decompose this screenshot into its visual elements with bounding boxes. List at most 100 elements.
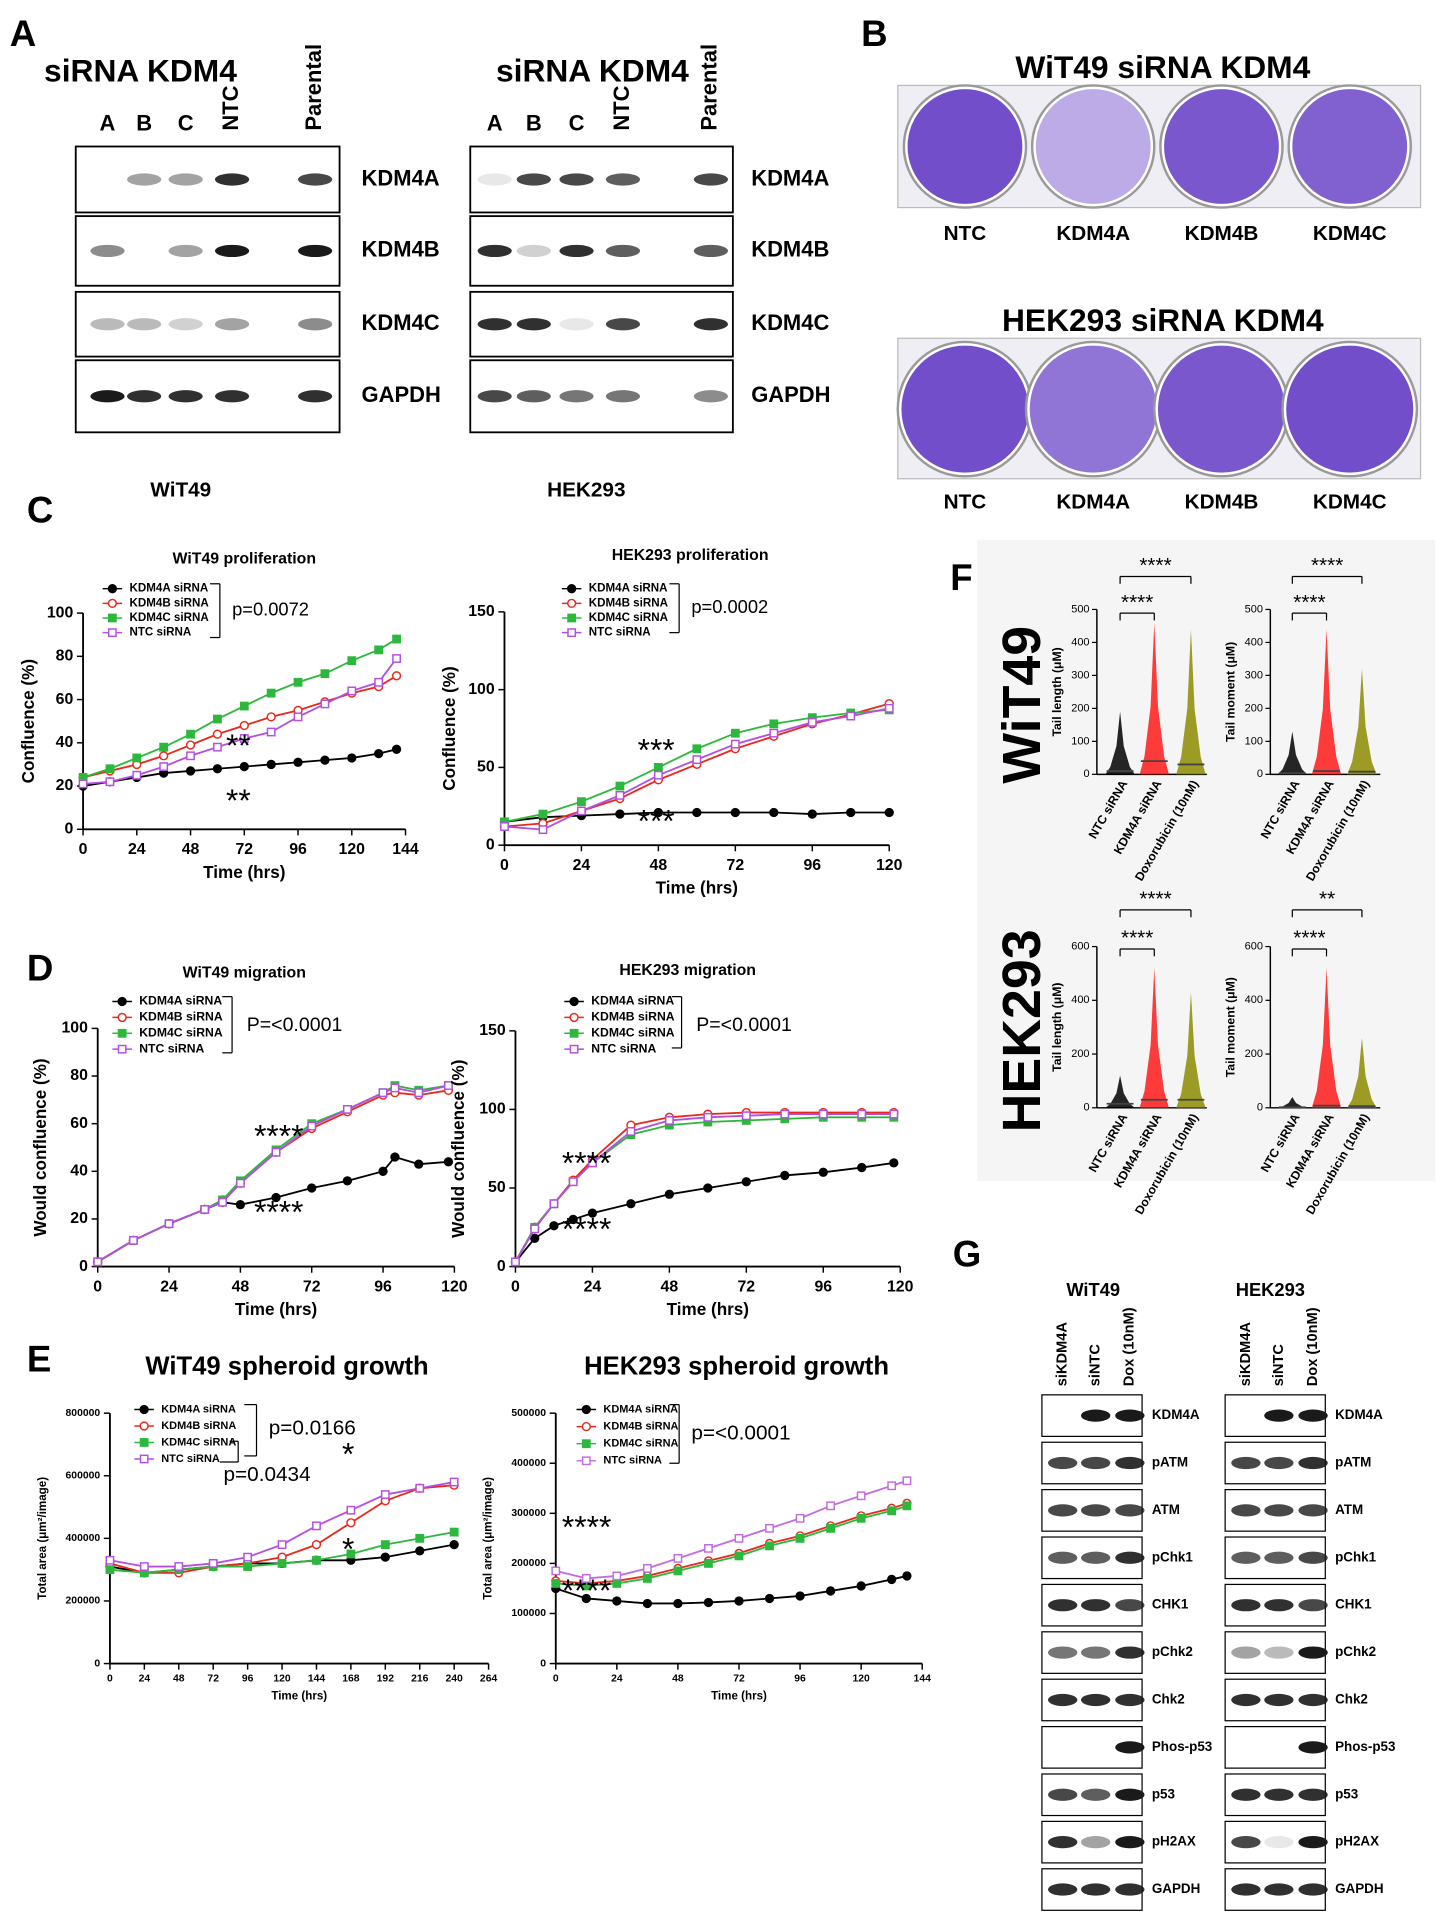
blot-band xyxy=(90,318,125,331)
chart-title: HEK293 proliferation xyxy=(612,547,769,564)
marker xyxy=(320,699,330,709)
x-tick-label: 24 xyxy=(573,857,591,874)
sig-label: **** xyxy=(1121,927,1153,950)
marker xyxy=(392,654,401,663)
annotation: **** xyxy=(254,1193,303,1229)
marker xyxy=(795,1513,805,1523)
blot-band xyxy=(1231,1551,1261,1564)
x-tick-label: 24 xyxy=(611,1674,623,1685)
panel-label: A xyxy=(10,13,36,54)
marker xyxy=(239,734,249,743)
legend-label: NTC siRNA xyxy=(591,1041,656,1055)
blot-box xyxy=(469,359,734,434)
marker xyxy=(443,1157,454,1167)
marker xyxy=(380,1552,390,1562)
y-tick-label: 100 xyxy=(468,681,495,698)
marker xyxy=(346,1549,356,1559)
marker xyxy=(551,1566,561,1576)
annotation: P=<0.0001 xyxy=(696,1014,792,1036)
marker xyxy=(320,669,330,679)
blot-box xyxy=(469,145,734,214)
legend-marker xyxy=(117,1044,127,1054)
y-tick-label: 0 xyxy=(64,820,73,837)
blot-band xyxy=(1048,1883,1078,1896)
row-label: pChk2 xyxy=(1152,1644,1193,1659)
blot-band xyxy=(693,244,728,258)
marker xyxy=(734,1551,744,1561)
y-tick-label: 100000 xyxy=(511,1608,546,1619)
row-label: pH2AX xyxy=(1152,1834,1196,1849)
blot-band xyxy=(1264,1693,1294,1707)
blot-band xyxy=(1264,1599,1294,1612)
row-label: p53 xyxy=(1335,1786,1358,1801)
lane-label: siKDM4A xyxy=(1055,1322,1071,1387)
legend-marker xyxy=(569,996,579,1007)
blot-band xyxy=(1264,1883,1294,1896)
y-tick-label: 100 xyxy=(1071,735,1089,747)
blot-band xyxy=(298,244,333,258)
chart-title: HEK293 spheroid growth xyxy=(584,1353,889,1381)
marker xyxy=(692,744,702,754)
marker xyxy=(212,729,223,739)
lane-label: C xyxy=(178,110,194,135)
marker xyxy=(342,1104,352,1114)
row-label: ATM xyxy=(1335,1502,1363,1517)
legend-label: KDM4A siRNA xyxy=(589,582,668,595)
sig-label: **** xyxy=(1139,888,1171,911)
marker xyxy=(213,714,222,724)
marker xyxy=(653,770,663,780)
marker xyxy=(391,671,402,681)
legend-label: KDM4C siRNA xyxy=(589,611,669,624)
blot-band xyxy=(214,390,250,403)
dot-spread xyxy=(1277,731,1307,775)
annotation: ** xyxy=(226,782,251,818)
blot-band xyxy=(214,244,250,258)
y-tick-label: 200000 xyxy=(511,1558,546,1569)
legend-label: KDM4A siRNA xyxy=(161,1403,236,1415)
legend-marker xyxy=(569,1012,579,1023)
legend-label: KDM4A siRNA xyxy=(129,582,208,595)
marker xyxy=(642,1564,652,1573)
blot-band xyxy=(1048,1693,1078,1707)
marker xyxy=(105,1555,115,1565)
row-label: CHK1 xyxy=(1152,1597,1189,1612)
x-tick-label: 72 xyxy=(235,841,253,858)
y-tick-label: 100 xyxy=(47,604,74,621)
blot-band xyxy=(127,318,162,331)
x-tick-label: 120 xyxy=(273,1674,291,1685)
marker xyxy=(769,807,779,818)
blot-band xyxy=(214,173,250,186)
x-tick-label: 120 xyxy=(852,1674,870,1685)
legend-label: KDM4A siRNA xyxy=(591,994,674,1008)
blot-band xyxy=(1298,1551,1328,1564)
annotation: p=<0.0001 xyxy=(691,1421,790,1444)
marker xyxy=(807,717,817,727)
x-tick-label: 48 xyxy=(182,841,200,858)
y-tick-label: 60 xyxy=(56,691,74,708)
marker xyxy=(612,1579,622,1588)
blot-band xyxy=(1231,1836,1261,1849)
legend-label: KDM4B siRNA xyxy=(591,1010,675,1024)
marker xyxy=(266,759,276,770)
y-tick-label: 150 xyxy=(468,603,495,620)
blot-band xyxy=(298,318,333,331)
annotation: **** xyxy=(562,1145,611,1181)
annotation: * xyxy=(342,1435,354,1471)
well-label: KDM4B xyxy=(1185,222,1259,245)
legend-marker xyxy=(107,598,118,608)
colony-title: WiT49 siRNA KDM4 xyxy=(1015,49,1310,85)
dot-spread xyxy=(1139,968,1169,1108)
marker xyxy=(626,1127,636,1136)
marker xyxy=(765,1541,774,1551)
marker xyxy=(347,656,357,666)
blot-band xyxy=(1264,1456,1294,1470)
lane-label: A xyxy=(100,110,116,135)
sig-label: **** xyxy=(1139,554,1171,577)
marker xyxy=(374,677,384,687)
marker xyxy=(826,1501,835,1511)
y-tick-label: 60 xyxy=(70,1115,88,1132)
blot-band xyxy=(477,318,512,331)
annotation: * xyxy=(342,1531,354,1567)
panel-label: G xyxy=(953,1233,982,1274)
